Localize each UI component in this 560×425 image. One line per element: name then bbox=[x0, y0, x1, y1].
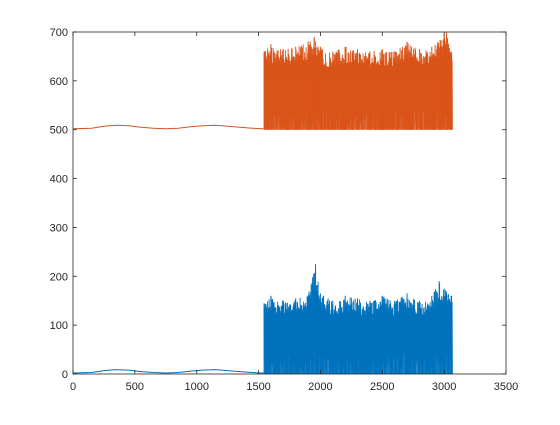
axes-box bbox=[72, 31, 507, 375]
series-0-quiet-line bbox=[72, 369, 264, 374]
series-0 bbox=[72, 264, 453, 375]
x-tick-label: 2500 bbox=[370, 381, 394, 393]
series-1-quiet-line bbox=[72, 124, 264, 130]
y-tick-label: 200 bbox=[50, 271, 68, 283]
x-tick-label: 3000 bbox=[432, 381, 456, 393]
series-layer bbox=[72, 32, 453, 375]
x-tick-label: 1000 bbox=[184, 381, 208, 393]
series-1-noise-core bbox=[264, 75, 453, 130]
y-tick-label: 600 bbox=[50, 76, 68, 88]
tick-layer: 0 500 1000 1500 2000 2500 3000 3500 0 100 200 300 40… bbox=[50, 27, 519, 393]
y-tick-label: 500 bbox=[50, 125, 68, 137]
series-0-noise-core bbox=[264, 324, 453, 374]
x-tick-label: 2000 bbox=[308, 381, 332, 393]
y-tick-label: 100 bbox=[50, 320, 68, 332]
x-tick-label: 3500 bbox=[494, 381, 518, 393]
series-1 bbox=[72, 32, 453, 130]
y-tick-label: 700 bbox=[50, 27, 68, 39]
y-tick-label: 0 bbox=[62, 369, 68, 381]
x-tick-label: 500 bbox=[126, 381, 144, 393]
y-tick-label: 400 bbox=[50, 174, 68, 186]
y-tick-label: 300 bbox=[50, 222, 68, 234]
x-tick-label: 1500 bbox=[246, 381, 270, 393]
x-tick-label: 0 bbox=[70, 381, 76, 393]
